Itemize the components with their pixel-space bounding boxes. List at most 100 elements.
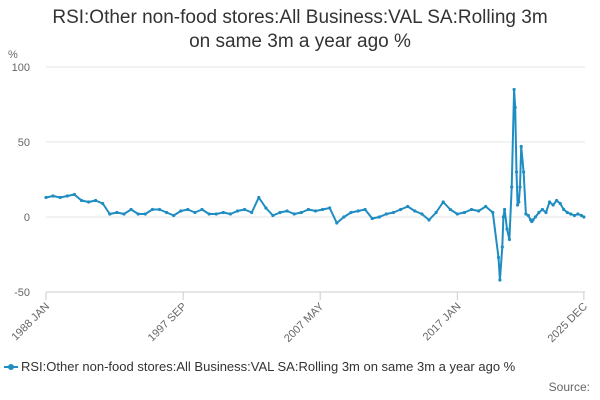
data-point-27 <box>235 209 240 213</box>
data-point-42 <box>342 215 346 219</box>
data-point-63 <box>491 210 495 215</box>
data-point-95 <box>569 212 573 216</box>
data-point-92 <box>558 201 562 206</box>
data-point-70 <box>507 237 511 242</box>
data-point-93 <box>562 207 566 212</box>
data-point-59 <box>462 210 466 215</box>
data-point-75 <box>516 203 520 207</box>
series-group <box>44 87 586 282</box>
y-axis-label: % <box>8 49 18 61</box>
data-point-49 <box>391 210 396 215</box>
data-point-30 <box>257 195 261 200</box>
data-point-55 <box>434 210 438 215</box>
data-point-16 <box>157 207 162 212</box>
data-point-51 <box>406 204 410 209</box>
data-point-50 <box>399 207 403 212</box>
y-tick-label-0: 100 <box>12 62 30 74</box>
data-point-89 <box>547 200 552 204</box>
data-point-14 <box>143 212 147 216</box>
data-point-69 <box>505 227 509 231</box>
data-point-81 <box>526 213 530 218</box>
y-axis-ticks: 100 50 0 -50 <box>12 62 30 299</box>
data-point-45 <box>363 207 367 212</box>
data-point-60 <box>469 207 474 212</box>
data-point-21 <box>193 210 197 215</box>
data-point-64 <box>496 255 501 260</box>
data-point-4 <box>72 192 76 197</box>
data-point-72 <box>512 87 516 92</box>
data-point-9 <box>108 212 112 216</box>
data-point-94 <box>565 210 569 215</box>
data-point-86 <box>537 210 541 215</box>
data-point-61 <box>477 209 481 213</box>
data-point-65 <box>498 278 502 282</box>
data-point-71 <box>510 185 514 189</box>
chart-title: RSI:Other non-food stores:All Business:V… <box>0 6 600 54</box>
data-point-98 <box>579 213 584 218</box>
data-point-31 <box>264 206 268 210</box>
data-point-57 <box>448 207 452 212</box>
data-point-7 <box>94 198 98 203</box>
data-point-38 <box>313 209 318 213</box>
x-tick-label-0: 1988 JAN <box>9 301 52 344</box>
data-point-74 <box>514 170 519 174</box>
data-point-68 <box>503 207 507 212</box>
series-line-0 <box>45 88 585 281</box>
x-tick-label-3: 2017 JAN <box>421 301 464 344</box>
legend-marker <box>8 364 14 370</box>
data-point-33 <box>278 210 282 215</box>
data-point-48 <box>384 212 388 216</box>
data-point-2 <box>58 195 62 200</box>
data-point-13 <box>136 212 140 216</box>
data-point-97 <box>576 212 580 216</box>
data-point-62 <box>484 204 488 209</box>
source-label: Source: <box>548 380 590 394</box>
data-point-12 <box>129 207 133 212</box>
legend[interactable]: RSI:Other non-food stores:All Business:V… <box>0 358 600 378</box>
x-tick-label-1: 1997 SEP <box>146 301 190 345</box>
data-point-52 <box>413 209 417 213</box>
data-point-76 <box>517 200 521 204</box>
data-point-88 <box>544 210 548 215</box>
y-tick-label-2: 0 <box>24 212 30 224</box>
data-point-23 <box>207 212 211 216</box>
data-point-46 <box>370 216 374 221</box>
data-point-17 <box>165 210 169 215</box>
legend-label: RSI:Other non-food stores:All Business:V… <box>21 359 516 374</box>
data-point-53 <box>420 212 424 216</box>
x-tick-label-4: 2025 DEC <box>546 301 590 345</box>
data-point-66 <box>500 245 504 249</box>
y-tick-label-3: -50 <box>14 287 30 299</box>
data-point-29 <box>250 210 254 215</box>
chart-title-line-2: on same 3m a year ago % <box>189 31 411 52</box>
data-point-77 <box>518 185 522 189</box>
data-point-54 <box>427 218 431 222</box>
data-point-34 <box>285 209 289 213</box>
data-point-6 <box>87 200 91 204</box>
data-point-91 <box>555 198 559 203</box>
data-point-44 <box>356 209 360 213</box>
data-point-84 <box>531 218 535 222</box>
y-tick-label-1: 50 <box>18 137 30 149</box>
data-point-24 <box>214 212 218 216</box>
data-point-79 <box>522 170 526 174</box>
data-point-10 <box>115 210 119 215</box>
data-point-58 <box>455 212 459 216</box>
data-point-28 <box>243 207 247 212</box>
data-point-56 <box>441 200 445 204</box>
data-point-96 <box>572 213 577 218</box>
data-point-5 <box>79 198 84 203</box>
data-point-43 <box>349 210 353 215</box>
data-point-73 <box>513 105 517 110</box>
data-point-39 <box>321 207 325 212</box>
data-point-20 <box>186 207 190 212</box>
data-point-35 <box>292 212 296 216</box>
data-point-0 <box>44 195 48 200</box>
data-point-25 <box>221 210 225 215</box>
data-point-18 <box>172 213 176 218</box>
data-point-37 <box>306 207 310 212</box>
data-point-1 <box>51 194 55 198</box>
data-point-8 <box>101 201 105 206</box>
data-point-80 <box>524 212 528 216</box>
